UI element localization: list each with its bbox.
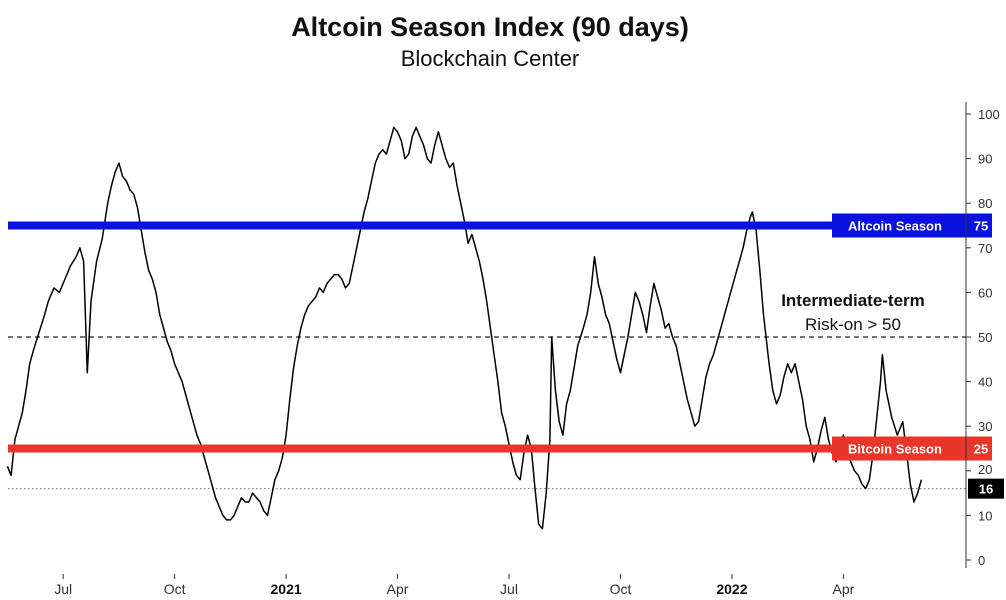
x-tick-label: Apr (387, 581, 409, 597)
current-value-box (968, 478, 1004, 499)
bitcoin-season-line (8, 444, 966, 453)
x-tick-label: Jul (500, 581, 518, 597)
y-tick-label: 90 (978, 152, 992, 167)
x-tick-label: Oct (164, 581, 186, 597)
x-tick-label: Apr (832, 581, 854, 597)
altcoin-season-label-box (832, 213, 992, 238)
y-tick-label: 70 (978, 241, 992, 256)
bitcoin-season-value: 25 (974, 442, 988, 457)
y-tick-label: 20 (978, 462, 992, 477)
y-tick-label: 80 (978, 196, 992, 211)
x-tick-label: 2021 (271, 581, 302, 597)
chart-title: Altcoin Season Index (90 days) (291, 12, 689, 42)
x-tick-label: Oct (610, 581, 632, 597)
bitcoin-season-label: Bitcoin Season (848, 442, 942, 457)
y-tick-label: 60 (978, 285, 992, 300)
altcoin-index-line (6, 126, 923, 530)
annotation-subtitle: Risk-on > 50 (805, 315, 901, 334)
altcoin-season-label: Altcoin Season (848, 219, 942, 234)
annotation-title: Intermediate-term (781, 291, 925, 310)
chart-subtitle: Blockchain Center (400, 46, 580, 71)
current-value-label: 16 (979, 482, 993, 497)
x-tick-label: 2022 (716, 581, 747, 597)
bitcoin-season-label-box (832, 436, 992, 461)
y-tick-label: 40 (978, 375, 992, 390)
altcoin-season-value: 75 (974, 219, 988, 234)
y-tick-label: 50 (978, 330, 992, 345)
y-tick-label: 30 (978, 419, 992, 434)
altcoin-season-line (8, 221, 966, 230)
x-tick-label: Jul (54, 581, 72, 597)
y-tick-label: 10 (978, 508, 992, 523)
y-tick-label: 100 (978, 107, 1000, 122)
y-tick-label: 0 (978, 553, 985, 568)
